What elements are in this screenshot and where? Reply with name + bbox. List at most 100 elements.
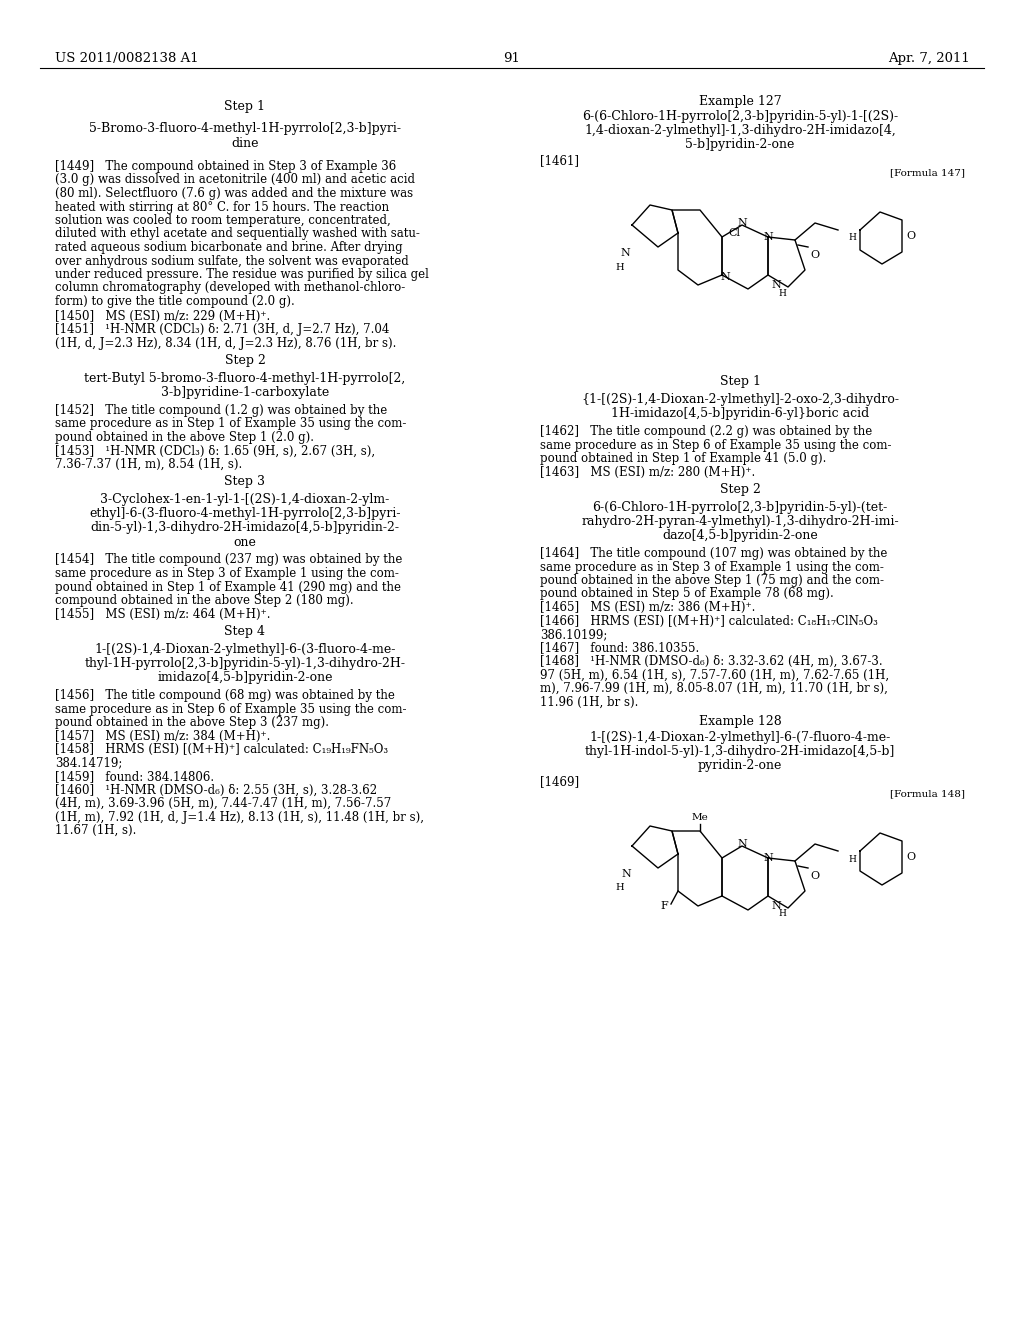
Text: 3-b]pyridine-1-carboxylate: 3-b]pyridine-1-carboxylate bbox=[161, 385, 329, 399]
Text: same procedure as in Step 6 of Example 35 using the com-: same procedure as in Step 6 of Example 3… bbox=[540, 438, 892, 451]
Text: [1453]   ¹H-NMR (CDCl₃) δ: 1.65 (9H, s), 2.67 (3H, s),: [1453] ¹H-NMR (CDCl₃) δ: 1.65 (9H, s), 2… bbox=[55, 445, 375, 458]
Text: F: F bbox=[660, 902, 668, 911]
Text: thyl-1H-indol-5-yl)-1,3-dihydro-2H-imidazo[4,5-b]: thyl-1H-indol-5-yl)-1,3-dihydro-2H-imida… bbox=[585, 744, 895, 758]
Text: [1463]   MS (ESI) m/z: 280 (M+H)⁺.: [1463] MS (ESI) m/z: 280 (M+H)⁺. bbox=[540, 466, 756, 479]
Text: H: H bbox=[848, 854, 856, 863]
Text: 1-[(2S)-1,4-Dioxan-2-ylmethyl]-6-(3-fluoro-4-me-: 1-[(2S)-1,4-Dioxan-2-ylmethyl]-6-(3-fluo… bbox=[94, 643, 395, 656]
Text: {1-[(2S)-1,4-Dioxan-2-ylmethyl]-2-oxo-2,3-dihydro-: {1-[(2S)-1,4-Dioxan-2-ylmethyl]-2-oxo-2,… bbox=[581, 393, 899, 407]
Text: H: H bbox=[778, 909, 786, 919]
Text: O: O bbox=[906, 851, 915, 862]
Text: US 2011/0082138 A1: US 2011/0082138 A1 bbox=[55, 51, 199, 65]
Text: [1456]   The title compound (68 mg) was obtained by the: [1456] The title compound (68 mg) was ob… bbox=[55, 689, 395, 702]
Text: [1459]   found: 384.14806.: [1459] found: 384.14806. bbox=[55, 770, 214, 783]
Text: dine: dine bbox=[231, 137, 259, 150]
Text: N: N bbox=[737, 840, 746, 849]
Text: [1461]: [1461] bbox=[540, 154, 579, 168]
Text: 11.67 (1H, s).: 11.67 (1H, s). bbox=[55, 824, 136, 837]
Text: H: H bbox=[615, 263, 625, 272]
Text: (1H, d, J=2.3 Hz), 8.34 (1H, d, J=2.3 Hz), 8.76 (1H, br s).: (1H, d, J=2.3 Hz), 8.34 (1H, d, J=2.3 Hz… bbox=[55, 337, 396, 350]
Text: 6-(6-Chloro-1H-pyrrolo[2,3-b]pyridin-5-yl)-(tet-: 6-(6-Chloro-1H-pyrrolo[2,3-b]pyridin-5-y… bbox=[592, 502, 888, 513]
Text: over anhydrous sodium sulfate, the solvent was evaporated: over anhydrous sodium sulfate, the solve… bbox=[55, 255, 409, 268]
Text: [1452]   The title compound (1.2 g) was obtained by the: [1452] The title compound (1.2 g) was ob… bbox=[55, 404, 387, 417]
Text: [1449]   The compound obtained in Step 3 of Example 36: [1449] The compound obtained in Step 3 o… bbox=[55, 160, 396, 173]
Text: H: H bbox=[778, 289, 786, 297]
Text: N: N bbox=[771, 902, 781, 911]
Text: Step 1: Step 1 bbox=[720, 375, 761, 388]
Text: 6-(6-Chloro-1H-pyrrolo[2,3-b]pyridin-5-yl)-1-[(2S)-: 6-(6-Chloro-1H-pyrrolo[2,3-b]pyridin-5-y… bbox=[582, 110, 898, 123]
Text: [1460]   ¹H-NMR (DMSO-d₆) δ: 2.55 (3H, s), 3.28-3.62: [1460] ¹H-NMR (DMSO-d₆) δ: 2.55 (3H, s),… bbox=[55, 784, 377, 796]
Text: rahydro-2H-pyran-4-ylmethyl)-1,3-dihydro-2H-imi-: rahydro-2H-pyran-4-ylmethyl)-1,3-dihydro… bbox=[582, 515, 899, 528]
Text: [Formula 147]: [Formula 147] bbox=[890, 168, 965, 177]
Text: pound obtained in Step 1 of Example 41 (290 mg) and the: pound obtained in Step 1 of Example 41 (… bbox=[55, 581, 401, 594]
Text: column chromatography (developed with methanol-chloro-: column chromatography (developed with me… bbox=[55, 281, 406, 294]
Text: same procedure as in Step 1 of Example 35 using the com-: same procedure as in Step 1 of Example 3… bbox=[55, 417, 407, 430]
Text: same procedure as in Step 6 of Example 35 using the com-: same procedure as in Step 6 of Example 3… bbox=[55, 702, 407, 715]
Text: [1455]   MS (ESI) m/z: 464 (M+H)⁺.: [1455] MS (ESI) m/z: 464 (M+H)⁺. bbox=[55, 607, 270, 620]
Text: pound obtained in Step 1 of Example 41 (5.0 g).: pound obtained in Step 1 of Example 41 (… bbox=[540, 451, 826, 465]
Text: Step 4: Step 4 bbox=[224, 624, 265, 638]
Text: [1469]: [1469] bbox=[540, 775, 580, 788]
Text: 1,4-dioxan-2-ylmethyl]-1,3-dihydro-2H-imidazo[4,: 1,4-dioxan-2-ylmethyl]-1,3-dihydro-2H-im… bbox=[584, 124, 896, 137]
Text: under reduced pressure. The residue was purified by silica gel: under reduced pressure. The residue was … bbox=[55, 268, 429, 281]
Text: [1467]   found: 386.10355.: [1467] found: 386.10355. bbox=[540, 642, 699, 655]
Text: heated with stirring at 80° C. for 15 hours. The reaction: heated with stirring at 80° C. for 15 ho… bbox=[55, 201, 389, 214]
Text: 5-b]pyridin-2-one: 5-b]pyridin-2-one bbox=[685, 139, 795, 150]
Text: Me: Me bbox=[691, 813, 709, 822]
Text: N: N bbox=[720, 272, 730, 282]
Text: [1451]   ¹H-NMR (CDCl₃) δ: 2.71 (3H, d, J=2.7 Hz), 7.04: [1451] ¹H-NMR (CDCl₃) δ: 2.71 (3H, d, J=… bbox=[55, 323, 389, 337]
Text: m), 7.96-7.99 (1H, m), 8.05-8.07 (1H, m), 11.70 (1H, br s),: m), 7.96-7.99 (1H, m), 8.05-8.07 (1H, m)… bbox=[540, 682, 888, 696]
Text: 3-Cyclohex-1-en-1-yl-1-[(2S)-1,4-dioxan-2-ylm-: 3-Cyclohex-1-en-1-yl-1-[(2S)-1,4-dioxan-… bbox=[100, 494, 389, 507]
Text: [1454]   The title compound (237 mg) was obtained by the: [1454] The title compound (237 mg) was o… bbox=[55, 553, 402, 566]
Text: imidazo[4,5-b]pyridin-2-one: imidazo[4,5-b]pyridin-2-one bbox=[158, 671, 333, 684]
Text: N: N bbox=[621, 248, 630, 257]
Text: [1465]   MS (ESI) m/z: 386 (M+H)⁺.: [1465] MS (ESI) m/z: 386 (M+H)⁺. bbox=[540, 601, 756, 614]
Text: 386.10199;: 386.10199; bbox=[540, 628, 607, 642]
Text: O: O bbox=[810, 871, 819, 880]
Text: [1458]   HRMS (ESI) [(M+H)⁺] calculated: C₁₉H₁₉FN₅O₃: [1458] HRMS (ESI) [(M+H)⁺] calculated: C… bbox=[55, 743, 388, 756]
Text: pound obtained in Step 5 of Example 78 (68 mg).: pound obtained in Step 5 of Example 78 (… bbox=[540, 587, 834, 601]
Text: (3.0 g) was dissolved in acetonitrile (400 ml) and acetic acid: (3.0 g) was dissolved in acetonitrile (4… bbox=[55, 173, 415, 186]
Text: 11.96 (1H, br s).: 11.96 (1H, br s). bbox=[540, 696, 638, 709]
Text: O: O bbox=[906, 231, 915, 242]
Text: pyridin-2-one: pyridin-2-one bbox=[697, 759, 782, 772]
Text: 1-[(2S)-1,4-Dioxan-2-ylmethyl]-6-(7-fluoro-4-me-: 1-[(2S)-1,4-Dioxan-2-ylmethyl]-6-(7-fluo… bbox=[590, 731, 891, 744]
Text: 1H-imidazo[4,5-b]pyridin-6-yl}boric acid: 1H-imidazo[4,5-b]pyridin-6-yl}boric acid bbox=[611, 407, 869, 420]
Text: 384.14719;: 384.14719; bbox=[55, 756, 123, 770]
Text: N: N bbox=[763, 853, 773, 863]
Text: H: H bbox=[615, 883, 625, 892]
Text: Cl: Cl bbox=[728, 228, 740, 238]
Text: 97 (5H, m), 6.54 (1H, s), 7.57-7.60 (1H, m), 7.62-7.65 (1H,: 97 (5H, m), 6.54 (1H, s), 7.57-7.60 (1H,… bbox=[540, 668, 889, 681]
Text: O: O bbox=[810, 249, 819, 260]
Text: N: N bbox=[763, 232, 773, 242]
Text: same procedure as in Step 3 of Example 1 using the com-: same procedure as in Step 3 of Example 1… bbox=[55, 568, 399, 579]
Text: rated aqueous sodium bicarbonate and brine. After drying: rated aqueous sodium bicarbonate and bri… bbox=[55, 242, 402, 253]
Text: compound obtained in the above Step 2 (180 mg).: compound obtained in the above Step 2 (1… bbox=[55, 594, 353, 607]
Text: Apr. 7, 2011: Apr. 7, 2011 bbox=[888, 51, 970, 65]
Text: (1H, m), 7.92 (1H, d, J=1.4 Hz), 8.13 (1H, s), 11.48 (1H, br s),: (1H, m), 7.92 (1H, d, J=1.4 Hz), 8.13 (1… bbox=[55, 810, 424, 824]
Text: solution was cooled to room temperature, concentrated,: solution was cooled to room temperature,… bbox=[55, 214, 391, 227]
Text: 91: 91 bbox=[504, 51, 520, 65]
Text: Step 3: Step 3 bbox=[224, 475, 265, 488]
Text: ethyl]-6-(3-fluoro-4-methyl-1H-pyrrolo[2,3-b]pyri-: ethyl]-6-(3-fluoro-4-methyl-1H-pyrrolo[2… bbox=[89, 507, 400, 520]
Text: Example 127: Example 127 bbox=[698, 95, 781, 108]
Text: Step 2: Step 2 bbox=[224, 354, 265, 367]
Text: diluted with ethyl acetate and sequentially washed with satu-: diluted with ethyl acetate and sequentia… bbox=[55, 227, 420, 240]
Text: pound obtained in the above Step 1 (75 mg) and the com-: pound obtained in the above Step 1 (75 m… bbox=[540, 574, 884, 587]
Text: N: N bbox=[622, 869, 631, 879]
Text: pound obtained in the above Step 1 (2.0 g).: pound obtained in the above Step 1 (2.0 … bbox=[55, 432, 314, 444]
Text: (80 ml). Selectfluoro (7.6 g) was added and the mixture was: (80 ml). Selectfluoro (7.6 g) was added … bbox=[55, 187, 413, 201]
Text: one: one bbox=[233, 536, 256, 549]
Text: N: N bbox=[737, 218, 746, 228]
Text: din-5-yl)-1,3-dihydro-2H-imidazo[4,5-b]pyridin-2-: din-5-yl)-1,3-dihydro-2H-imidazo[4,5-b]p… bbox=[90, 521, 399, 535]
Text: Example 128: Example 128 bbox=[698, 715, 781, 729]
Text: Step 1: Step 1 bbox=[224, 100, 265, 114]
Text: [Formula 148]: [Formula 148] bbox=[890, 789, 965, 799]
Text: thyl-1H-pyrrolo[2,3-b]pyridin-5-yl)-1,3-dihydro-2H-: thyl-1H-pyrrolo[2,3-b]pyridin-5-yl)-1,3-… bbox=[85, 657, 406, 671]
Text: pound obtained in the above Step 3 (237 mg).: pound obtained in the above Step 3 (237 … bbox=[55, 715, 329, 729]
Text: [1450]   MS (ESI) m/z: 229 (M+H)⁺.: [1450] MS (ESI) m/z: 229 (M+H)⁺. bbox=[55, 309, 270, 322]
Text: same procedure as in Step 3 of Example 1 using the com-: same procedure as in Step 3 of Example 1… bbox=[540, 561, 884, 573]
Text: form) to give the title compound (2.0 g).: form) to give the title compound (2.0 g)… bbox=[55, 294, 295, 308]
Text: H: H bbox=[848, 234, 856, 243]
Text: 5-Bromo-3-fluoro-4-methyl-1H-pyrrolo[2,3-b]pyri-: 5-Bromo-3-fluoro-4-methyl-1H-pyrrolo[2,3… bbox=[89, 121, 401, 135]
Text: (4H, m), 3.69-3.96 (5H, m), 7.44-7.47 (1H, m), 7.56-7.57: (4H, m), 3.69-3.96 (5H, m), 7.44-7.47 (1… bbox=[55, 797, 391, 810]
